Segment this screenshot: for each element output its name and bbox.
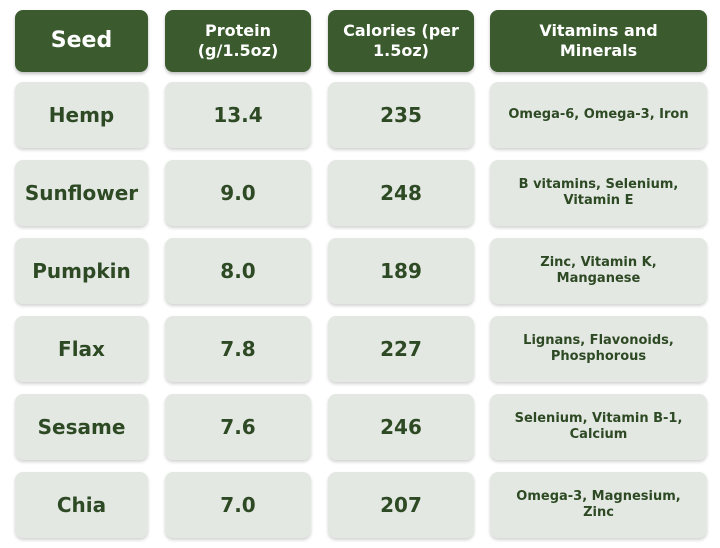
header-calories-label: Calories (per 1.5oz) [343,21,459,60]
table-row-2-seed: Sunflower [15,160,148,226]
table-row-3-protein: 8.0 [165,238,311,304]
table-row-1-seed: Hemp [15,82,148,148]
table-row-3-calories: 189 [328,238,474,304]
table-row-5-protein: 7.6 [165,394,311,460]
table-row-5-calories: 246 [328,394,474,460]
header-protein: Protein (g/1.5oz) [165,10,311,72]
table-row-1-protein: 13.4 [165,82,311,148]
table-row-2-vitamins-text: B vitamins, Selenium, Vitamin E [518,176,679,208]
table-row-2-protein: 9.0 [165,160,311,226]
table-row-2-calories: 248 [328,160,474,226]
header-calories: Calories (per 1.5oz) [328,10,474,72]
table-row-1-calories: 235 [328,82,474,148]
table-row-1-vitamins: Omega-6, Omega-3, Iron [490,82,707,148]
table-row-3-vitamins: Zinc, Vitamin K, Manganese [490,238,707,304]
table-row-6-vitamins-text: Omega-3, Magnesium, Zinc [516,488,681,520]
table-row-6-calories: 207 [328,472,474,538]
table-row-5-seed: Sesame [15,394,148,460]
table-row-5-vitamins-text: Selenium, Vitamin B-1, Calcium [514,410,683,442]
table-row-4-vitamins: Lignans, Flavonoids, Phosphorous [490,316,707,382]
table-row-5-vitamins: Selenium, Vitamin B-1, Calcium [490,394,707,460]
header-protein-label: Protein (g/1.5oz) [197,21,279,60]
header-seed: Seed [15,10,148,72]
table-row-4-calories: 227 [328,316,474,382]
table-row-6-protein: 7.0 [165,472,311,538]
table-row-2-vitamins: B vitamins, Selenium, Vitamin E [490,160,707,226]
table-row-4-seed: Flax [15,316,148,382]
table-row-4-vitamins-text: Lignans, Flavonoids, Phosphorous [523,332,674,364]
table-row-6-vitamins: Omega-3, Magnesium, Zinc [490,472,707,538]
header-vitamins-label: Vitamins and Minerals [539,21,658,60]
header-vitamins: Vitamins and Minerals [490,10,707,72]
table-row-6-seed: Chia [15,472,148,538]
table-row-4-protein: 7.8 [165,316,311,382]
table-row-3-vitamins-text: Zinc, Vitamin K, Manganese [540,254,657,286]
table-row-3-seed: Pumpkin [15,238,148,304]
